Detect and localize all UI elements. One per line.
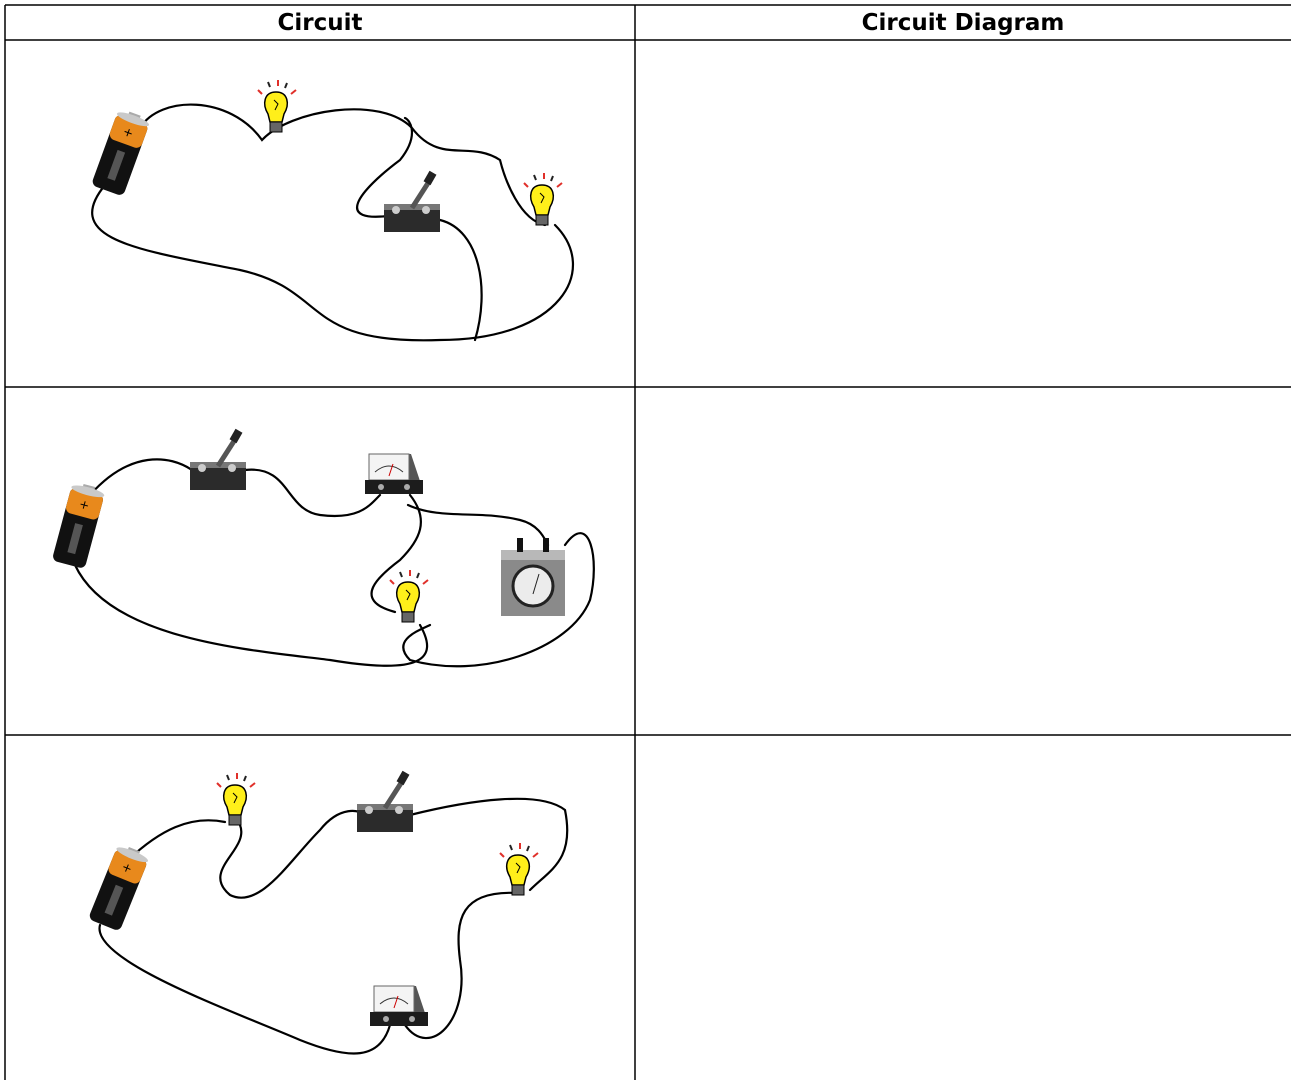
bulb bbox=[389, 569, 429, 623]
wire bbox=[243, 468, 382, 518]
wire bbox=[408, 797, 569, 892]
battery bbox=[88, 842, 151, 932]
bulb bbox=[257, 79, 297, 133]
wire bbox=[402, 532, 595, 668]
wire bbox=[73, 563, 429, 667]
wire bbox=[356, 116, 413, 218]
circuit-3 bbox=[88, 771, 569, 1055]
wire bbox=[438, 218, 483, 342]
circuit-1 bbox=[91, 79, 574, 342]
column-header: Circuit bbox=[277, 10, 363, 36]
ammeter bbox=[369, 985, 429, 1027]
wire bbox=[88, 458, 194, 497]
switch bbox=[384, 171, 440, 232]
wire bbox=[91, 183, 574, 342]
battery bbox=[91, 107, 152, 197]
circuit-2 bbox=[51, 429, 595, 668]
wire bbox=[219, 809, 367, 899]
wire bbox=[406, 503, 550, 547]
column-header: Circuit Diagram bbox=[861, 10, 1065, 36]
wire bbox=[126, 819, 227, 862]
wire bbox=[403, 891, 520, 1040]
wire bbox=[370, 493, 422, 614]
wire bbox=[138, 103, 547, 227]
switch bbox=[190, 429, 246, 490]
voltmeter bbox=[499, 536, 567, 618]
table-grid bbox=[4, 4, 1291, 1080]
wire bbox=[98, 923, 392, 1055]
battery bbox=[51, 481, 106, 570]
bulb bbox=[216, 772, 256, 826]
switch bbox=[357, 771, 413, 832]
ammeter bbox=[364, 453, 424, 495]
